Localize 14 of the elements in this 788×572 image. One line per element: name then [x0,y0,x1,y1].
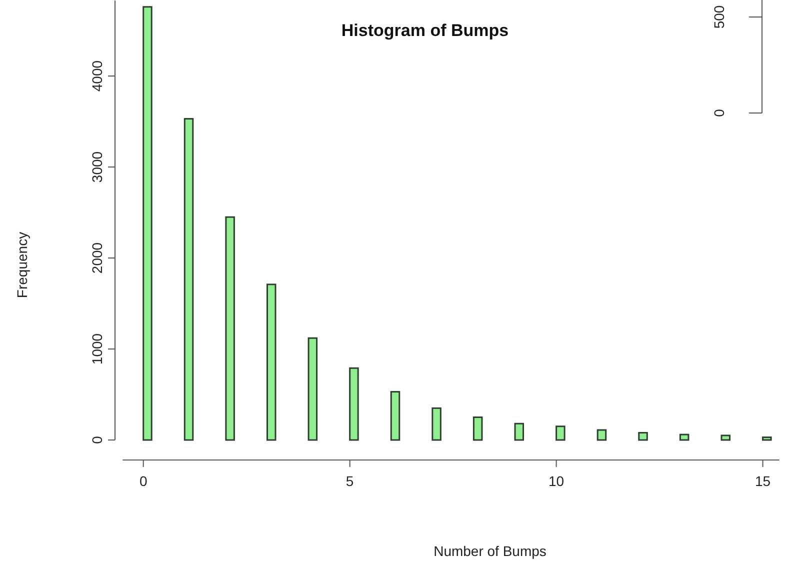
y-axis-title: Frequency [14,232,30,298]
x-tick-label: 10 [548,473,564,489]
x-tick-label: 0 [139,473,148,489]
text: Histogram of Bumps [341,21,509,40]
y-tick-label: 4000 [89,60,105,92]
annotation: 500 [711,5,727,29]
y-tick-label: 2000 [89,242,105,274]
x-axis-title: Number of Bumps [434,543,546,559]
y-tick-label: 3000 [89,151,105,183]
annotation: 0 [711,108,727,117]
y-tick-label: 1000 [89,333,105,365]
x-tick-label: 5 [346,473,354,489]
y-tick-label: 0 [89,436,105,444]
x-tick-label: 15 [754,473,771,489]
